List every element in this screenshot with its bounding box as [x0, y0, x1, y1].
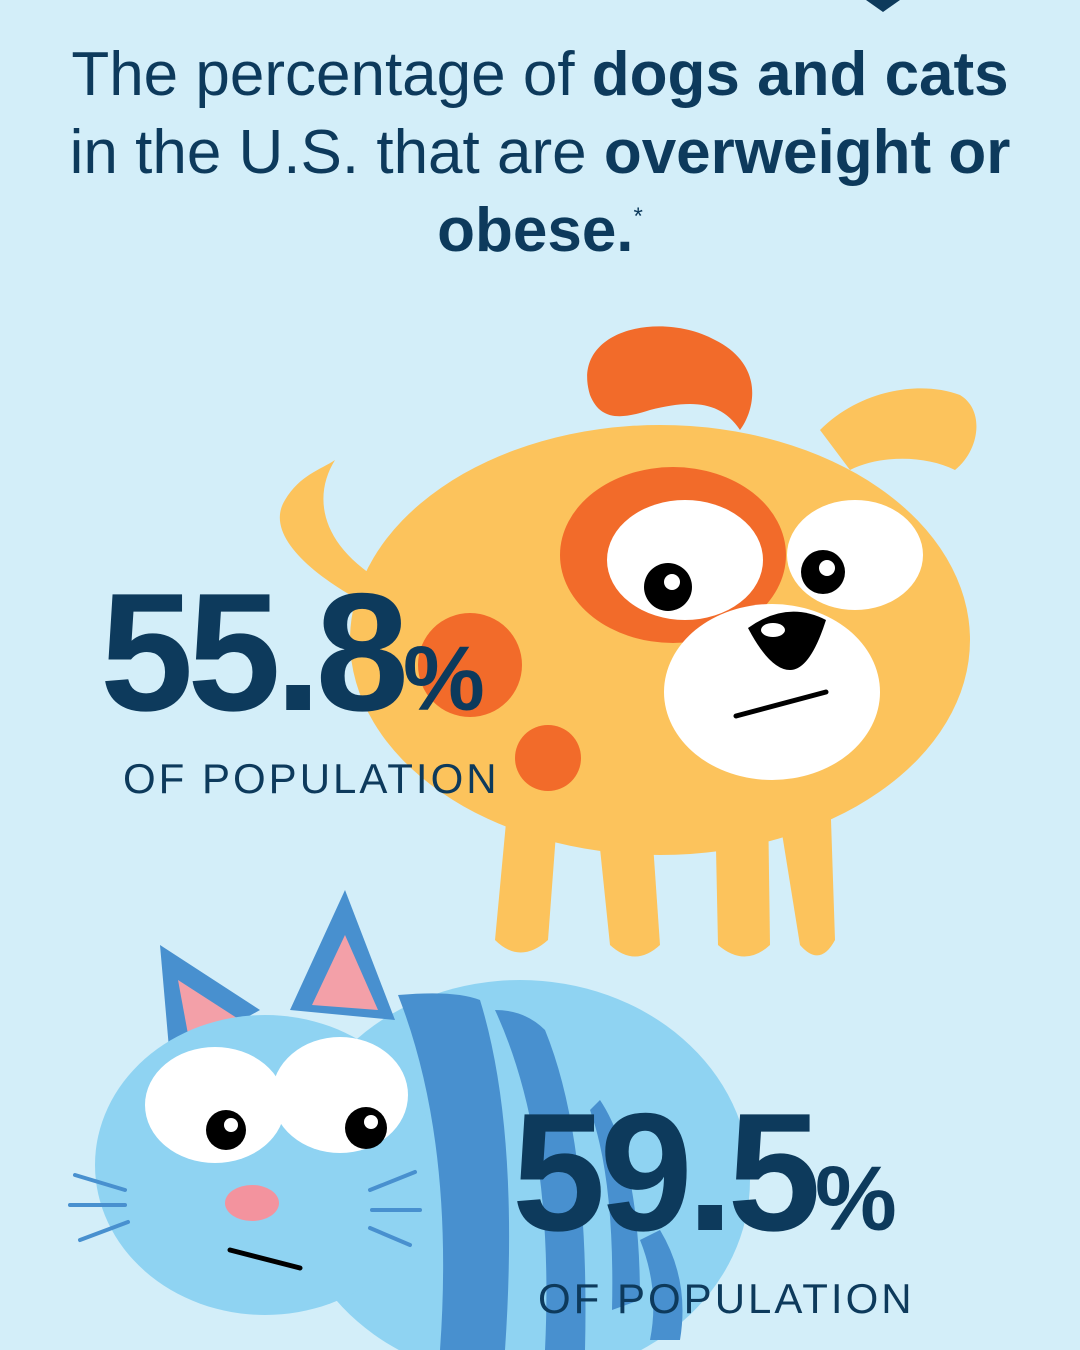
- headline-emphasis-2: overweight or obese.: [437, 118, 1011, 265]
- cat-stat-label: OF POPULATION: [538, 1275, 915, 1322]
- headline-text-1: The percentage of: [71, 40, 592, 109]
- cat-illustration: [68, 890, 750, 1350]
- headline: The percentage of dogs and cats in the U…: [40, 36, 1040, 270]
- cat-stat-value: 59.5: [512, 1078, 821, 1266]
- dog-stat: 55.8%: [100, 568, 485, 736]
- cat-stat: 59.5%: [512, 1088, 897, 1256]
- dog-stat-label: OF POPULATION: [123, 755, 500, 802]
- footnote-marker: *: [633, 203, 643, 230]
- dog-stat-unit: %: [402, 628, 485, 730]
- headline-text-2: in the U.S. that are: [69, 118, 604, 187]
- headline-emphasis-1: dogs and cats: [591, 40, 1009, 109]
- dog-stat-value: 55.8: [100, 558, 409, 746]
- cat-stat-unit: %: [814, 1148, 897, 1250]
- dog-illustration: [279, 326, 977, 957]
